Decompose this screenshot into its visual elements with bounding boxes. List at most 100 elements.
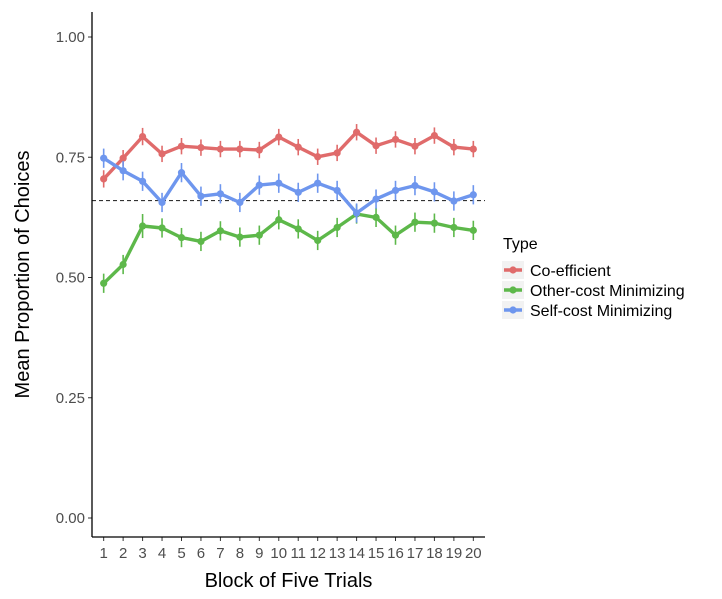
x-tick-label: 12 [309, 545, 326, 562]
y-axis-title: Mean Proportion of Choices [12, 151, 34, 399]
x-tick-label: 6 [197, 545, 205, 562]
data-point [138, 222, 147, 230]
x-tick-label: 19 [446, 545, 463, 562]
data-point [100, 175, 108, 183]
x-tick-label: 10 [270, 545, 287, 562]
data-point [333, 186, 341, 195]
data-point [177, 169, 186, 177]
x-tick-label: 5 [177, 545, 185, 562]
data-point [275, 216, 283, 224]
data-point [197, 237, 205, 246]
data-point [469, 145, 477, 153]
y-tick-label: 0.25 [56, 390, 85, 407]
x-tick-label: 14 [348, 545, 365, 562]
data-point [177, 233, 186, 242]
x-tick-label: 20 [465, 545, 482, 562]
data-point [236, 198, 244, 207]
data-point [255, 146, 263, 154]
x-axis-title: Block of Five Trials [205, 570, 373, 592]
data-point [430, 132, 439, 140]
x-tick-label: 1 [100, 545, 108, 562]
legend-label: Co-efficient [530, 263, 611, 280]
data-point [294, 143, 302, 151]
x-tick-label: 18 [426, 545, 443, 562]
x-tick-label: 8 [236, 545, 244, 562]
data-point [450, 197, 458, 205]
data-point [352, 128, 361, 136]
x-tick-label: 7 [216, 545, 224, 562]
data-point [333, 149, 341, 157]
data-point [216, 190, 225, 198]
data-point [352, 209, 361, 217]
data-point [391, 231, 400, 239]
data-point [372, 213, 380, 221]
data-point [469, 226, 477, 234]
data-point [294, 225, 302, 233]
data-point [216, 145, 225, 153]
data-point [158, 150, 166, 158]
data-point [314, 179, 322, 187]
data-point [469, 191, 477, 199]
x-axis-ticks: 1 2 3 4 5 6 7 8 9 10 11 12 13 14 15 16 17 18 19 20 [100, 537, 482, 562]
data-point [411, 218, 419, 226]
data-point [158, 198, 166, 207]
data-point [294, 188, 302, 196]
legend-title: Type [503, 236, 538, 253]
legend-key-point [509, 266, 517, 274]
data-point [255, 231, 263, 239]
series-group [100, 148, 477, 223]
data-point [255, 181, 263, 189]
y-axis-ticks: 0.00 0.25 0.50 0.75 1.00 [56, 29, 92, 527]
data-point [119, 260, 127, 269]
data-point [177, 142, 186, 150]
data-point [430, 219, 439, 227]
y-tick-label: 0.75 [56, 149, 85, 166]
data-point [100, 154, 108, 162]
data-point [450, 143, 458, 151]
data-point [138, 177, 147, 185]
x-tick-label: 2 [119, 545, 127, 562]
x-tick-label: 9 [255, 545, 263, 562]
legend-key-point [509, 286, 517, 294]
x-tick-label: 11 [290, 545, 306, 562]
data-point [372, 195, 380, 203]
series-layer [100, 124, 477, 293]
data-point [158, 224, 166, 232]
data-point [236, 233, 244, 241]
data-point [430, 188, 439, 196]
data-point [275, 133, 283, 141]
data-point [411, 142, 419, 150]
data-point [216, 227, 225, 235]
series-line [102, 212, 474, 285]
x-tick-label: 13 [329, 545, 346, 562]
x-tick-label: 15 [368, 545, 385, 562]
data-point [314, 153, 322, 161]
data-point [314, 236, 322, 245]
data-point [372, 142, 380, 150]
data-point [333, 223, 341, 232]
data-point [119, 154, 127, 162]
data-point [236, 145, 244, 153]
series-group [100, 124, 477, 188]
legend-label: Other-cost Minimizing [530, 283, 685, 300]
data-point [197, 192, 205, 200]
data-point [138, 132, 147, 141]
data-point [197, 144, 205, 152]
y-tick-label: 0.00 [56, 510, 85, 527]
x-tick-label: 3 [138, 545, 146, 562]
legend: Type Co-efficient Other-cost Minimizing Se… [502, 236, 685, 320]
series-group [100, 204, 477, 293]
x-tick-label: 4 [158, 545, 166, 562]
y-tick-label: 0.50 [56, 270, 85, 287]
data-point [450, 223, 458, 232]
data-point [391, 186, 400, 195]
data-point [391, 135, 400, 144]
legend-key-point [509, 306, 517, 314]
data-point [100, 279, 108, 287]
data-point [411, 182, 419, 190]
legend-label: Self-cost Minimizing [530, 303, 672, 320]
x-tick-label: 17 [407, 545, 424, 562]
data-point [275, 179, 283, 187]
x-tick-label: 16 [387, 545, 404, 562]
